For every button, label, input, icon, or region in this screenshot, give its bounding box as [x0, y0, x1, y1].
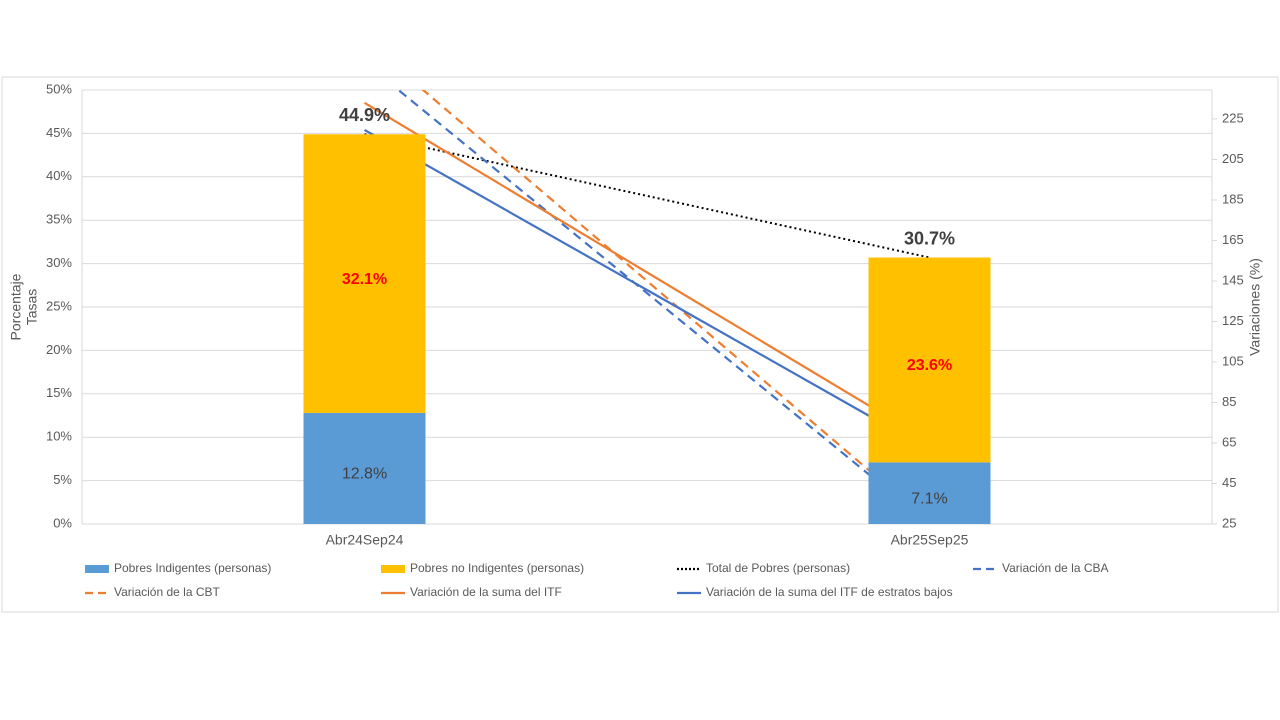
line	[364, 133, 930, 259]
chart-border	[1, 76, 1279, 613]
y2-tick-label: 185	[1222, 191, 1244, 206]
y2-tick-label: 205	[1222, 151, 1244, 166]
y-tick-label: 10%	[46, 429, 72, 444]
y-tick-label: 30%	[46, 255, 72, 270]
y2-tick-label: 145	[1222, 272, 1244, 287]
legend-label: Variación de la CBT	[114, 585, 220, 599]
y-tick-label: 40%	[46, 168, 72, 183]
bar	[303, 134, 426, 413]
line	[421, 90, 931, 523]
bar	[868, 257, 991, 463]
x-tick-label: Abr25Sep25	[891, 532, 969, 548]
data-label: 12.8%	[342, 466, 387, 483]
y-axis-label-line: Tasas	[24, 289, 40, 326]
data-label: 32.1%	[342, 271, 387, 288]
y-tick-label: 5%	[53, 472, 72, 487]
y2-axis-label: Variaciones (%)	[1247, 258, 1263, 356]
legend-label: Total de Pobres (personas)	[706, 561, 850, 575]
bar	[868, 462, 991, 524]
y-tick-label: 20%	[46, 342, 72, 357]
y-axis-label: Porcentaje Tasas	[8, 273, 40, 340]
y-tick-label: 35%	[46, 212, 72, 227]
plot-lines	[363, 90, 931, 524]
y2-tick-label: 225	[1222, 110, 1244, 125]
x-tick-label: Abr24Sep24	[326, 532, 404, 548]
data-label: 44.9%	[339, 105, 390, 125]
legend-swatch	[381, 565, 405, 573]
data-label: 7.1%	[911, 490, 947, 507]
legend-label: Variación de la CBA	[1002, 561, 1109, 575]
legend-swatch	[85, 565, 109, 573]
line	[363, 101, 931, 443]
data-label: 30.7%	[904, 228, 955, 248]
y-tick-label: 50%	[46, 81, 72, 96]
legend-label: Variación de la suma del ITF	[410, 585, 562, 599]
line	[396, 90, 931, 524]
y2-tick-label: 165	[1222, 232, 1244, 247]
legend-label: Pobres Indigentes (personas)	[114, 561, 271, 575]
bar	[303, 412, 426, 524]
data-label: 23.6%	[907, 357, 952, 374]
y2-tick-label: 65	[1222, 434, 1236, 449]
y2-tick-label: 105	[1222, 353, 1244, 368]
y-tick-label: 15%	[46, 385, 72, 400]
y-tick-label: 45%	[46, 125, 72, 140]
y-tick-label: 0%	[53, 515, 72, 530]
line	[363, 128, 931, 452]
y2-tick-label: 25	[1222, 515, 1236, 530]
y-axis-label-line: Porcentaje	[8, 273, 24, 340]
y2-tick-label: 125	[1222, 313, 1244, 328]
y-tick-label: 25%	[46, 298, 72, 313]
legend-label: Pobres no Indigentes (personas)	[410, 561, 584, 575]
y2-tick-label: 85	[1222, 394, 1236, 409]
y2-tick-label: 45	[1222, 475, 1236, 490]
legend-label: Variación de la suma del ITF de estratos…	[706, 585, 953, 599]
